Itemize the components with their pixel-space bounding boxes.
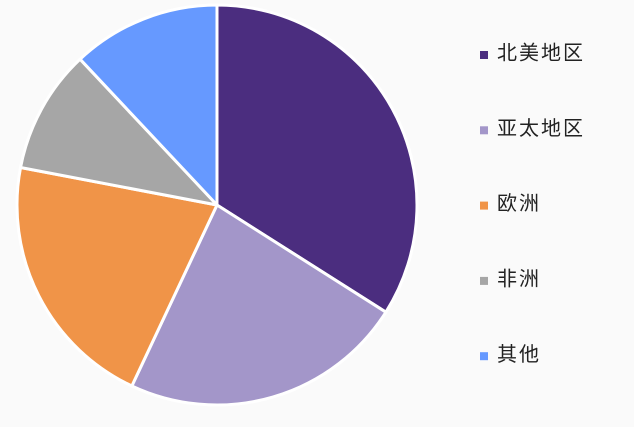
pie-slice: [19, 57, 219, 207]
legend-swatch: [480, 201, 488, 210]
legend-label: 亚太地区: [497, 117, 585, 140]
pie-slice: [15, 166, 219, 388]
legend-label: 北美地区: [497, 42, 585, 65]
pie-slice: [130, 203, 388, 407]
legend-swatch: [480, 126, 488, 135]
legend-label: 非洲: [497, 267, 541, 290]
pie-slice: [78, 3, 219, 207]
legend-swatch: [480, 51, 488, 59]
legend-swatch: [480, 276, 488, 285]
legend-swatch: [480, 352, 488, 361]
legend-label: 欧洲: [497, 192, 541, 215]
legend-label: 其他: [497, 343, 541, 366]
